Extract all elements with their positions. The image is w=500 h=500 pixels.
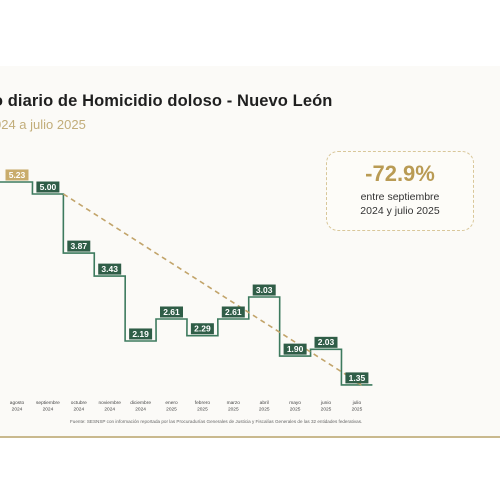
- value-label-box: [283, 343, 307, 355]
- x-tick-label-year: 2025: [166, 407, 177, 413]
- value-label-box: [5, 169, 29, 181]
- x-tick-label-year: 2024: [43, 407, 54, 413]
- change-description-line2: 2024 y julio 2025: [360, 205, 440, 217]
- value-label: 3.03: [256, 285, 273, 295]
- change-callout: -72.9% entre septiembre 2024 y julio 202…: [326, 151, 474, 231]
- x-tick-label-year: 2024: [104, 407, 115, 413]
- value-label-box: [67, 240, 91, 252]
- bottom-divider: [0, 436, 500, 438]
- x-tick-label-month: enero: [165, 400, 178, 406]
- x-tick-label-year: 2025: [352, 407, 363, 413]
- value-label-box: [190, 323, 214, 335]
- series-step-line: [0, 181, 373, 386]
- x-tick-label-month: agosto: [10, 400, 25, 406]
- trend-line: [62, 193, 360, 384]
- x-tick-label-year: 2024: [12, 407, 23, 413]
- x-tick-label-month: diciembre: [130, 400, 151, 406]
- value-label-box: [345, 372, 369, 384]
- x-tick-label-year: 2025: [197, 407, 208, 413]
- value-label-box: [314, 336, 338, 348]
- x-tick-label-year: 2025: [290, 407, 301, 413]
- value-label-box: [160, 306, 183, 318]
- x-tick-label-month: marzo: [227, 400, 241, 406]
- value-label-box: [36, 181, 60, 193]
- value-label: 3.43: [101, 264, 118, 274]
- value-label: 1.35: [349, 373, 366, 383]
- source-note: Fuente: SESNSP con información reportada…: [70, 419, 363, 424]
- x-tick-label-month: julio: [352, 400, 362, 406]
- value-label: 2.03: [318, 337, 335, 347]
- x-tick-label-year: 2025: [321, 407, 332, 413]
- value-label-box: [129, 328, 153, 340]
- x-tick-label-month: febrero: [195, 400, 211, 406]
- value-label: 2.19: [132, 329, 149, 339]
- value-label-box: [221, 306, 245, 318]
- x-tick-label-month: abril: [260, 400, 269, 406]
- x-tick-label-year: 2025: [259, 407, 270, 413]
- x-tick-label-year: 2024: [73, 407, 84, 413]
- x-tick-label-month: septiembre: [36, 400, 60, 406]
- value-label: 2.61: [163, 307, 180, 317]
- value-label: 2.61: [225, 307, 242, 317]
- change-percent: -72.9%: [365, 161, 435, 186]
- x-tick-label-year: 2024: [135, 407, 146, 413]
- change-description-line1: entre septiembre: [360, 191, 440, 203]
- x-tick-label-month: octubre: [71, 400, 87, 406]
- x-tick-label-month: junio: [320, 400, 331, 406]
- chart-subtitle: 024 a julio 2025: [0, 117, 86, 132]
- chart-title: dio diario de Homicidio doloso - Nuevo L…: [0, 92, 333, 110]
- x-tick-label-year: 2025: [228, 407, 239, 413]
- value-label: 1.90: [287, 344, 304, 354]
- x-tick-label-month: noviembre: [98, 400, 121, 406]
- value-label: 2.29: [194, 324, 211, 334]
- x-tick-label-month: mayo: [289, 401, 301, 406]
- value-label-box: [252, 284, 276, 296]
- value-label-box: [98, 263, 122, 275]
- value-label: 5.00: [40, 182, 57, 192]
- value-label: 5.23: [9, 170, 26, 180]
- value-label: 3.87: [71, 241, 88, 251]
